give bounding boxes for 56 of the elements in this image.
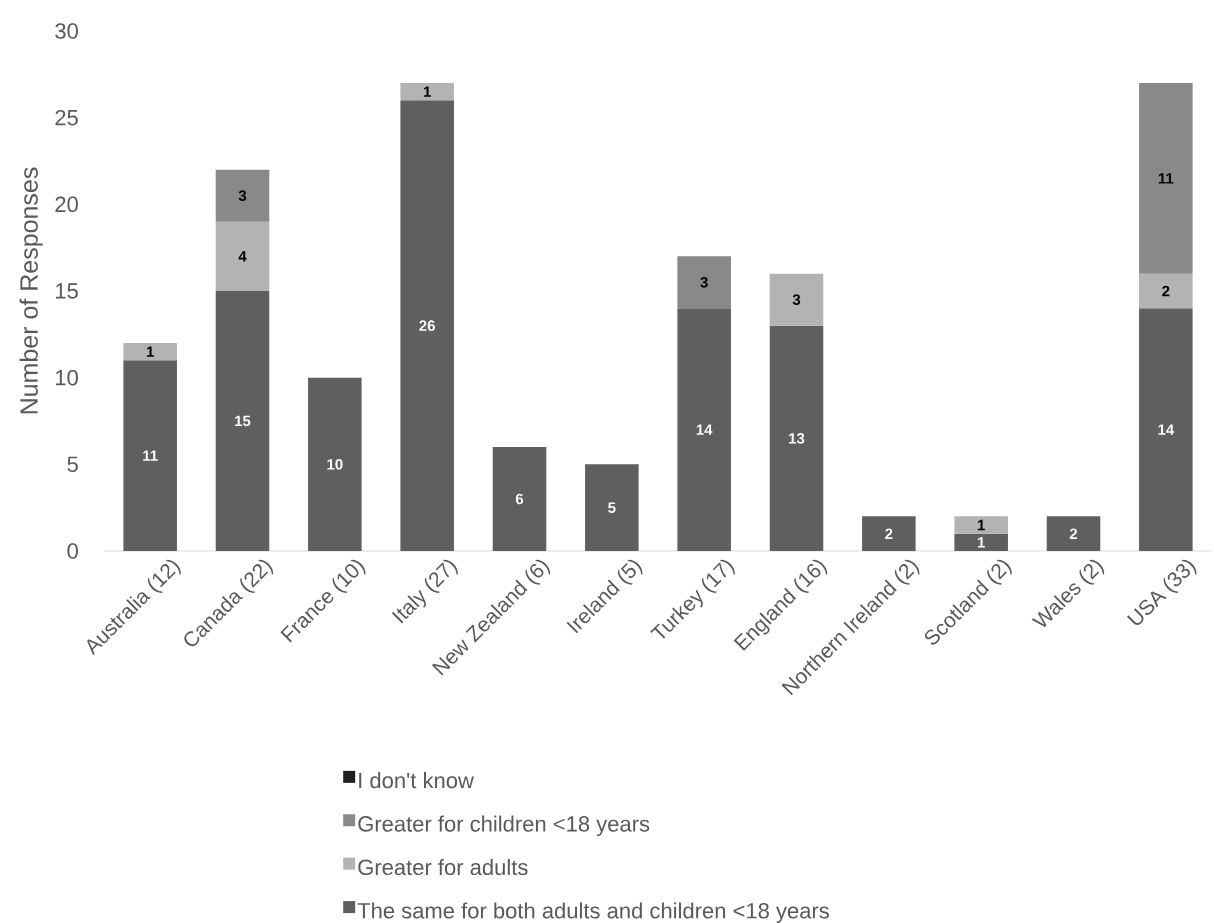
bar (400, 83, 454, 101)
bar (862, 516, 916, 551)
bar (123, 343, 177, 361)
bar (769, 325, 824, 551)
bar (215, 169, 270, 222)
data-label: 10 (327, 459, 343, 470)
y-axis-title: Number of Responses (19, 167, 43, 414)
bar (954, 516, 1008, 534)
data-label: 11 (143, 450, 158, 461)
legend-label: The same for both adults and children <18 years (357, 902, 829, 923)
data-label: 1 (977, 519, 985, 531)
bar (677, 256, 731, 309)
data-label: 1 (977, 537, 985, 548)
bar (585, 464, 639, 551)
bar (677, 308, 731, 551)
bar (400, 100, 454, 551)
x-tick-label: USA (33) (1126, 559, 1197, 625)
data-label: 14 (1158, 424, 1175, 435)
bar (1139, 273, 1193, 309)
legend-label: Greater for children <18 years (358, 815, 650, 837)
bar (954, 533, 1008, 551)
bar (492, 447, 547, 551)
data-label: 3 (700, 277, 708, 288)
data-label: 1 (146, 346, 154, 357)
bar (1139, 308, 1193, 551)
data-label: 26 (419, 320, 435, 331)
bar (215, 291, 270, 551)
y-tick-label: 0 (67, 543, 78, 559)
y-tick-label: 15 (56, 283, 78, 299)
data-label: 2 (1069, 528, 1078, 539)
y-tick-label: 30 (55, 23, 78, 39)
data-label: 11 (1158, 173, 1174, 184)
data-label: 4 (238, 251, 247, 262)
legend-label: I don't know (359, 772, 474, 789)
data-label: 3 (238, 190, 247, 201)
x-tick-label: Italy (27) (391, 559, 458, 624)
data-label: 3 (792, 294, 801, 305)
data-label: 14 (696, 424, 713, 435)
y-tick-label: 5 (67, 456, 78, 473)
data-label: 5 (608, 502, 616, 513)
y-tick-label: 10 (56, 369, 78, 386)
data-label: 13 (789, 433, 805, 444)
bar (769, 273, 824, 326)
bar (308, 377, 362, 551)
data-label: 6 (515, 493, 524, 505)
bar (1046, 516, 1101, 551)
data-label: 1 (423, 86, 431, 97)
data-label: 2 (1162, 285, 1170, 297)
y-tick-label: 20 (55, 196, 78, 213)
data-label: 2 (885, 528, 893, 539)
bar (1139, 83, 1193, 274)
data-label: 15 (235, 415, 251, 427)
y-tick-label: 25 (55, 109, 78, 126)
bar (215, 221, 270, 291)
legend-label: Greater for adults (358, 858, 528, 876)
bar (123, 360, 177, 551)
